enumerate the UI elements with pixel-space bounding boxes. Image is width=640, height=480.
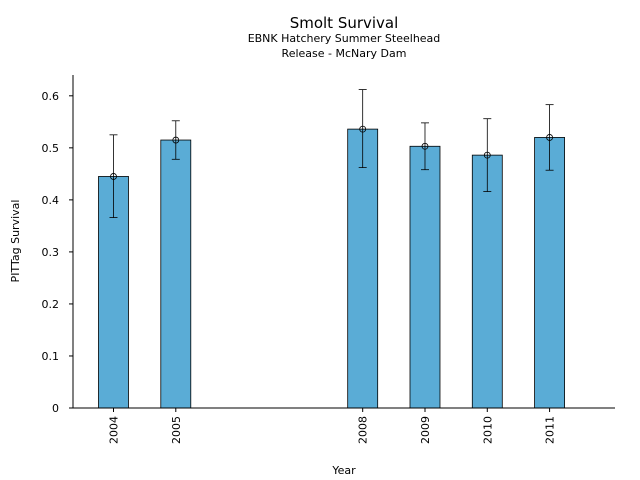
x-tick-label-2009: 2009 — [419, 416, 432, 444]
x-tick-label-2008: 2008 — [357, 416, 370, 444]
point-marker-2011 — [546, 134, 553, 141]
point-marker-2005 — [172, 136, 180, 144]
y-tick-label-5: 0.5 — [42, 142, 60, 155]
point-marker-2009 — [421, 142, 429, 150]
bar-2010 — [471, 154, 503, 409]
x-tick-label-2005: 2005 — [170, 416, 183, 444]
chart-subtitle-line-1: EBNK Hatchery Summer Steelhead — [248, 32, 441, 45]
y-tick-label-0: 0 — [52, 402, 59, 415]
chart-title: Smolt Survival — [290, 14, 399, 32]
point-marker-2010 — [483, 151, 491, 159]
y-tick-label-4: 0.4 — [42, 194, 60, 207]
chart-subtitle-line-2: Release - McNary Dam — [282, 47, 407, 60]
point-marker-2004 — [110, 173, 117, 180]
bar-2005 — [160, 139, 192, 409]
y-tick-label-2: 0.2 — [42, 298, 60, 311]
y-tick-label-3: 0.3 — [42, 246, 60, 259]
x-tick-label-2011: 2011 — [544, 416, 557, 444]
y-ticks-group: 0 0.1 0.2 0.3 0.4 0.5 0.6 — [42, 90, 73, 415]
point-marker-2008 — [359, 125, 367, 133]
x-tick-label-2004: 2004 — [107, 416, 120, 444]
bar-2008 — [347, 128, 379, 409]
x-axis-label: Year — [331, 464, 356, 477]
y-axis-label: PITTag Survival — [9, 200, 22, 283]
bars-group — [98, 128, 565, 409]
bar-2011 — [534, 137, 565, 409]
x-tick-label-2010: 2010 — [481, 416, 494, 444]
error-bars-group — [109, 89, 554, 218]
bar-2009 — [409, 145, 441, 409]
y-tick-label-6: 0.6 — [42, 90, 60, 103]
y-tick-label-1: 0.1 — [42, 350, 60, 363]
x-ticks-group: 2004 2005 2008 2009 2010 2011 — [107, 408, 557, 444]
